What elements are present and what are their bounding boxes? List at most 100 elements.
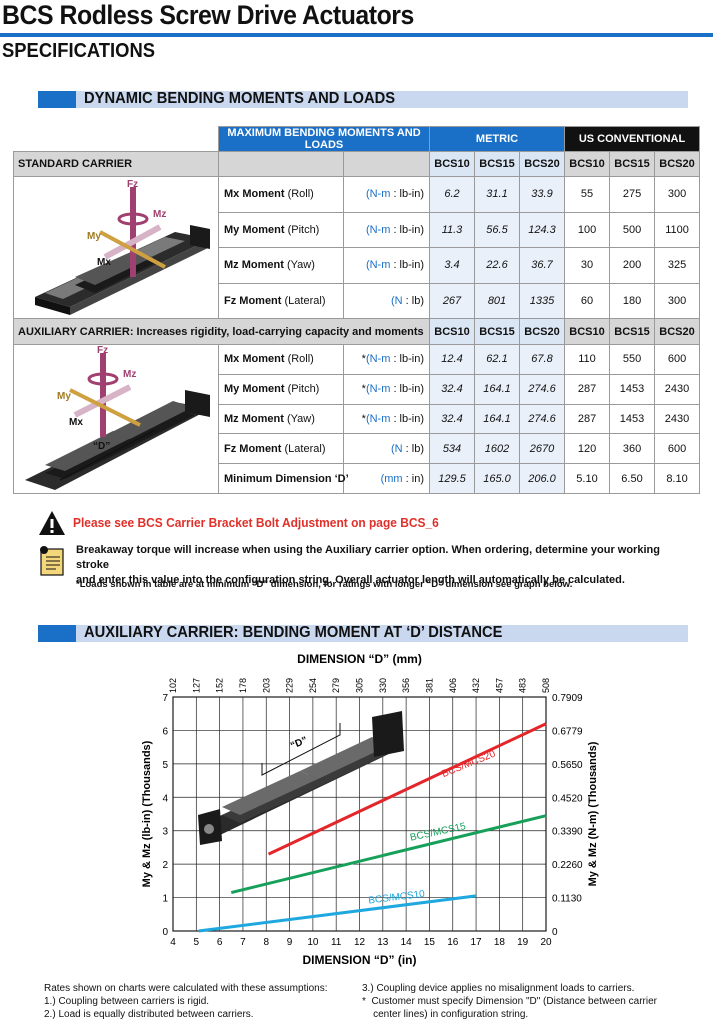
auxiliary-carrier-label: AUXILIARY CARRIER: Increases rigidity, l… bbox=[13, 318, 430, 345]
auxiliary-carrier-diagram: Fz Mz My Mx “D” bbox=[13, 344, 219, 494]
table-cell: 1100 bbox=[654, 211, 701, 248]
table-cell: 180 bbox=[609, 282, 656, 319]
col-header: BCS10 bbox=[564, 318, 611, 345]
table-cell: 300 bbox=[654, 176, 701, 213]
table-cell: 30 bbox=[564, 247, 611, 284]
section-title-auxiliary: AUXILIARY CARRIER: BENDING MOMENT AT ‘D’… bbox=[84, 624, 503, 641]
row-label: Mx Moment (Roll) bbox=[218, 344, 344, 375]
illustration-shape bbox=[300, 737, 390, 779]
table-cell: 801 bbox=[474, 282, 520, 319]
x-tick-label: 10 bbox=[307, 937, 319, 948]
illustration-shape bbox=[204, 824, 214, 834]
right-tick-label: 0.6779 bbox=[552, 726, 583, 737]
row-label: Mz Moment (Yaw) bbox=[218, 403, 344, 435]
fz-label: Fz bbox=[97, 345, 108, 356]
col-header: BCS10 bbox=[429, 318, 475, 345]
section-bar-auxiliary: AUXILIARY CARRIER: BENDING MOMENT AT ‘D’… bbox=[38, 624, 688, 642]
title-rule bbox=[0, 33, 713, 37]
table-cell: 275 bbox=[609, 176, 656, 213]
table-cell: 110 bbox=[564, 344, 611, 375]
mx-label: Mx bbox=[97, 257, 111, 268]
d-label: “D” bbox=[93, 441, 110, 452]
table-cell: 6.50 bbox=[609, 463, 656, 494]
us-header: US CONVENTIONAL bbox=[564, 126, 701, 152]
x-tick-label: 7 bbox=[240, 937, 246, 948]
section-title-dynamic: DYNAMIC BENDING MOMENTS AND LOADS bbox=[84, 90, 396, 107]
col-header: BCS15 bbox=[474, 318, 520, 345]
top-tick-label: 406 bbox=[448, 678, 458, 693]
standard-carrier-label: STANDARD CARRIER bbox=[13, 151, 219, 177]
x-tick-label: 13 bbox=[377, 937, 389, 948]
top-tick-label: 483 bbox=[518, 678, 528, 693]
row-label: Minimum Dimension ‘D’ bbox=[218, 463, 349, 494]
top-tick-label: 457 bbox=[494, 678, 504, 693]
right-tick-label: 0.4520 bbox=[552, 793, 583, 804]
table-cell: 8.10 bbox=[654, 463, 701, 494]
row-label: Mz Moment (Yaw) bbox=[218, 247, 344, 284]
table-cell: 62.1 bbox=[474, 344, 520, 375]
table-cell: 5.10 bbox=[564, 463, 611, 494]
note-icon bbox=[40, 546, 64, 576]
y-tick-label: 4 bbox=[162, 793, 168, 804]
table-cell: 129.5 bbox=[429, 463, 475, 494]
y-tick-label: 0 bbox=[162, 927, 168, 938]
table-cell: 164.1 bbox=[474, 373, 520, 405]
footer-right-line: * Customer must specify Dimension "D" (D… bbox=[362, 996, 657, 1007]
table-cell: 3.4 bbox=[429, 247, 475, 284]
metric-header: METRIC bbox=[428, 126, 566, 152]
table-cell: 2670 bbox=[518, 433, 566, 465]
page-title: BCS Rodless Screw Drive Actuators bbox=[2, 0, 414, 30]
x-tick-label: 4 bbox=[170, 937, 176, 948]
table-cell: 165.0 bbox=[474, 463, 520, 494]
x-tick-label: 19 bbox=[517, 937, 529, 948]
top-tick-label: 203 bbox=[261, 678, 271, 693]
top-tick-label: 330 bbox=[378, 678, 388, 693]
spec-table: MAXIMUM BENDING MOMENTS AND LOADS METRIC… bbox=[13, 126, 701, 494]
section-bar-block bbox=[38, 625, 76, 642]
mz-label: Mz bbox=[123, 369, 136, 380]
table-cell: 1453 bbox=[609, 403, 656, 435]
table-cell: 31.1 bbox=[474, 176, 520, 213]
y-tick-label: 5 bbox=[162, 760, 168, 771]
section-bar-dynamic: DYNAMIC BENDING MOMENTS AND LOADS bbox=[38, 90, 688, 108]
table-cell: 164.1 bbox=[474, 403, 520, 435]
row-unit: (N-m : lb-in) bbox=[343, 211, 430, 248]
table-cell: 500 bbox=[609, 211, 656, 248]
table-cell: 274.6 bbox=[518, 403, 566, 435]
x-tick-label: 17 bbox=[471, 937, 483, 948]
table-cell: 6.2 bbox=[429, 176, 475, 213]
top-tick-label: 229 bbox=[285, 678, 295, 693]
row-unit: (N-m : lb-in) bbox=[343, 176, 430, 213]
table-cell: 120 bbox=[564, 433, 611, 465]
illustration-shape bbox=[222, 771, 318, 815]
table-cell: 32.4 bbox=[429, 373, 475, 405]
footer-right-line: center lines) in configuration string. bbox=[362, 1009, 529, 1020]
standard-carrier-illustration: Fz Mz My Mx bbox=[34, 179, 210, 315]
table-cell: 267 bbox=[429, 282, 475, 319]
series-line bbox=[267, 722, 547, 856]
col-header: BCS10 bbox=[564, 151, 611, 177]
table-cell: 360 bbox=[609, 433, 656, 465]
row-label: Fz Moment (Lateral) bbox=[218, 433, 344, 465]
table-cell: 287 bbox=[564, 373, 611, 405]
x-tick-label: 16 bbox=[447, 937, 459, 948]
fz-label: Fz bbox=[127, 179, 138, 190]
footer-right-line: 3.) Coupling device applies no misalignm… bbox=[362, 983, 635, 994]
right-tick-label: 0.2260 bbox=[552, 860, 583, 871]
row-unit: (N : lb) bbox=[343, 433, 430, 465]
mx-label: Mx bbox=[69, 417, 83, 428]
right-tick-label: 0.5650 bbox=[552, 760, 583, 771]
right-tick-label: 0.7909 bbox=[552, 693, 583, 704]
footer-left: Rates shown on charts were calculated wi… bbox=[44, 982, 327, 1021]
col-header: BCS20 bbox=[518, 151, 566, 177]
footer-left-line: Rates shown on charts were calculated wi… bbox=[44, 983, 328, 994]
footer-left-line: 2.) Load is equally distributed between … bbox=[44, 1009, 254, 1020]
table-cell: 67.8 bbox=[518, 344, 566, 375]
col-header: BCS15 bbox=[609, 151, 656, 177]
mz-label: Mz bbox=[153, 209, 166, 220]
table-cell: 200 bbox=[609, 247, 656, 284]
table-cell: 600 bbox=[654, 344, 701, 375]
actuator-illustration bbox=[198, 711, 404, 845]
my-label: My bbox=[57, 391, 71, 402]
col-header: BCS15 bbox=[609, 318, 656, 345]
